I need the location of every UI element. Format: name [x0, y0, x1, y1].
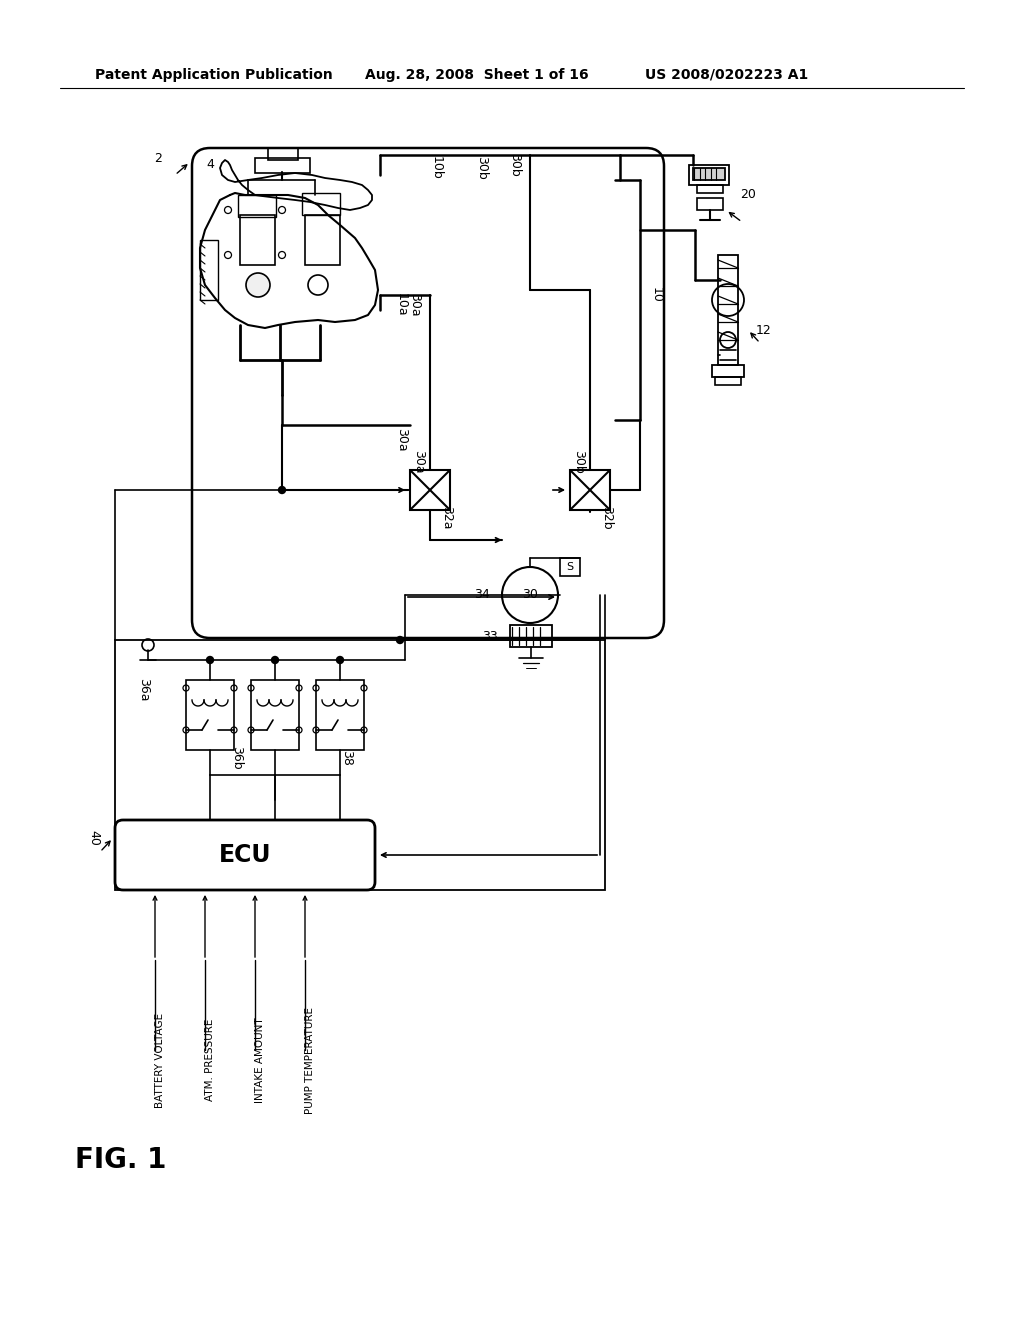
Bar — [305, 215, 340, 265]
Bar — [718, 255, 738, 366]
Bar — [570, 470, 610, 510]
Text: 34: 34 — [474, 589, 490, 602]
Bar — [693, 168, 725, 180]
Circle shape — [271, 656, 279, 664]
Text: 40: 40 — [87, 830, 100, 846]
Text: 30b: 30b — [509, 153, 521, 177]
Text: 33: 33 — [482, 630, 498, 643]
Circle shape — [279, 487, 286, 494]
Circle shape — [396, 636, 403, 644]
Text: PUMP TEMPERATURE: PUMP TEMPERATURE — [305, 1006, 315, 1114]
Text: 30b: 30b — [572, 450, 585, 474]
Bar — [251, 680, 299, 750]
Text: 4: 4 — [206, 158, 214, 172]
Text: 32a: 32a — [440, 507, 453, 529]
Text: S: S — [566, 562, 573, 572]
Text: 30a: 30a — [412, 450, 425, 474]
Bar — [186, 680, 234, 750]
Text: 30b: 30b — [475, 156, 488, 180]
Text: 30: 30 — [522, 589, 538, 602]
Text: 20: 20 — [740, 189, 756, 202]
Text: 36b: 36b — [230, 746, 243, 770]
Text: FIG. 1: FIG. 1 — [75, 1146, 166, 1173]
Text: 10b: 10b — [430, 156, 443, 180]
Text: 36a: 36a — [137, 678, 150, 702]
Text: 2: 2 — [155, 152, 162, 165]
Bar — [560, 558, 580, 576]
Bar — [240, 215, 275, 265]
Text: ATM. PRESSURE: ATM. PRESSURE — [205, 1019, 215, 1101]
Text: 30a: 30a — [409, 293, 422, 317]
Bar — [697, 185, 723, 193]
Text: INTAKE AMOUNT: INTAKE AMOUNT — [255, 1018, 265, 1102]
Circle shape — [246, 273, 270, 297]
Bar — [715, 378, 741, 385]
Text: 30a: 30a — [395, 428, 408, 451]
Bar — [268, 148, 298, 160]
Text: Patent Application Publication: Patent Application Publication — [95, 69, 333, 82]
Bar — [115, 640, 605, 890]
Bar — [510, 624, 552, 647]
Circle shape — [337, 656, 343, 664]
Bar — [697, 198, 723, 210]
Text: 32b: 32b — [600, 506, 613, 529]
Bar — [302, 193, 340, 215]
Text: 10a: 10a — [395, 293, 408, 317]
Bar — [255, 158, 310, 173]
Bar — [712, 366, 744, 378]
Circle shape — [207, 656, 213, 664]
Text: 38: 38 — [340, 750, 353, 766]
Text: 10: 10 — [650, 286, 663, 302]
Text: Aug. 28, 2008  Sheet 1 of 16: Aug. 28, 2008 Sheet 1 of 16 — [365, 69, 589, 82]
Text: 12: 12 — [756, 323, 772, 337]
Text: US 2008/0202223 A1: US 2008/0202223 A1 — [645, 69, 808, 82]
Text: ECU: ECU — [219, 843, 271, 867]
Bar — [316, 680, 364, 750]
Bar — [410, 470, 450, 510]
Bar — [689, 165, 729, 185]
Bar — [200, 240, 218, 300]
Bar — [238, 195, 276, 216]
Text: BATTERY VOLTAGE: BATTERY VOLTAGE — [155, 1012, 165, 1107]
